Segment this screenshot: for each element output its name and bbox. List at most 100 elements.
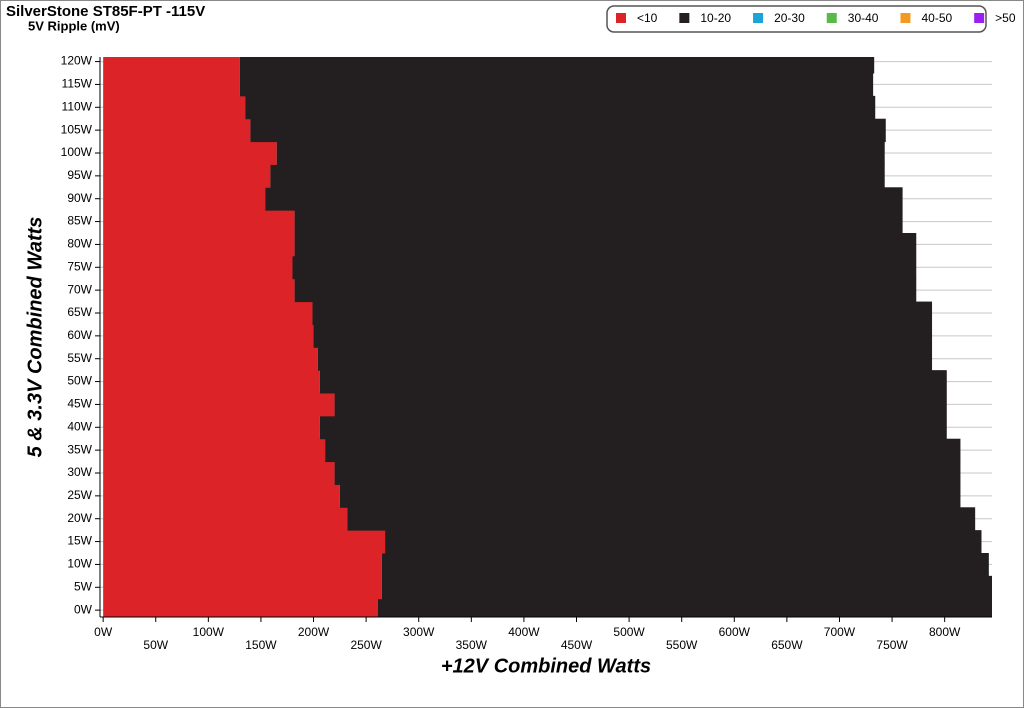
- ripple-segment: [245, 95, 876, 120]
- ripple-segment: [265, 187, 903, 211]
- ripple-segment: [334, 393, 947, 417]
- y-tick-label: 120W: [61, 54, 93, 68]
- axes: 0W 5W 10W 15W 20W 25W 30W 35W 40W 45W 50W 55W 60W 65W…: [61, 54, 992, 652]
- ripple-segment: [385, 530, 982, 554]
- legend-swatch: [753, 13, 764, 23]
- legend-label: 40-50: [921, 11, 952, 25]
- ripple-segment: [103, 507, 348, 531]
- ripple-segment: [103, 187, 266, 211]
- ripple-segment: [103, 73, 240, 97]
- ripple-segment: [334, 461, 961, 485]
- ripple-segment: [103, 415, 320, 440]
- y-axis-label: 5 & 3.3V Combined Watts: [24, 217, 46, 458]
- legend-label: 20-30: [774, 11, 805, 25]
- y-tick-label: 45W: [67, 397, 92, 411]
- y-tick-label: 35W: [67, 442, 92, 456]
- ripple-segment: [319, 370, 947, 394]
- ripple-segment: [292, 255, 917, 280]
- y-tick-label: 115W: [62, 77, 93, 91]
- y-tick-label: 110W: [62, 99, 93, 113]
- ripple-segment: [325, 438, 961, 463]
- ripple-segment: [339, 484, 961, 508]
- chart-title: SilverStone ST85F-PT -115V: [6, 3, 205, 20]
- ripple-segment: [103, 301, 313, 325]
- ripple-segment: [103, 233, 295, 257]
- ripple-segment: [347, 507, 976, 531]
- ripple-segment: [103, 575, 382, 600]
- ripple-segment: [276, 141, 885, 165]
- x-tick-label: 500W: [613, 625, 645, 639]
- ripple-segment: [103, 347, 318, 371]
- ripple-segment: [270, 164, 885, 188]
- ripple-segment: [103, 324, 314, 348]
- legend-label: <10: [637, 11, 658, 25]
- y-tick-label: 50W: [67, 374, 92, 388]
- ripple-segment: [377, 598, 992, 617]
- ripple-segment: [239, 73, 874, 97]
- x-tick-label: 650W: [771, 638, 803, 652]
- ripple-segment: [103, 95, 246, 120]
- ripple-segment: [312, 301, 933, 325]
- legend: <10 10-20 20-30 30-40 40-50 >50: [616, 11, 1016, 25]
- plot-area: [103, 57, 992, 617]
- x-tick-label: 400W: [508, 625, 540, 639]
- x-tick-label: 100W: [193, 625, 225, 639]
- y-tick-label: 70W: [67, 282, 92, 296]
- y-tick-label: 75W: [67, 259, 92, 273]
- ripple-segment: [103, 438, 326, 463]
- y-tick-label: 60W: [67, 328, 92, 342]
- ripple-segment: [103, 461, 335, 485]
- legend-swatch: [679, 13, 690, 23]
- y-tick-label: 55W: [67, 351, 92, 365]
- ripple-segment: [103, 530, 386, 554]
- y-tick-label: 95W: [67, 168, 92, 182]
- legend-box: [606, 5, 987, 33]
- chart-subtitle: 5V Ripple (mV): [28, 18, 120, 33]
- y-tick-label: 25W: [67, 488, 92, 502]
- ripple-segment: [294, 210, 903, 234]
- y-tick-label: 15W: [67, 534, 92, 548]
- ripple-segment: [313, 324, 933, 348]
- legend-swatch: [974, 13, 985, 23]
- y-tick-label: 0W: [74, 602, 93, 616]
- y-tick-label: 20W: [67, 511, 92, 525]
- x-tick-label: 300W: [403, 625, 435, 639]
- ripple-segment: [103, 210, 295, 234]
- y-tick-label: 105W: [61, 122, 93, 136]
- x-tick-label: 50W: [143, 638, 168, 652]
- x-tick-label: 700W: [824, 625, 856, 639]
- ripple-segment: [239, 57, 875, 74]
- x-tick-label: 200W: [298, 625, 330, 639]
- ripple-segment: [294, 233, 917, 257]
- y-tick-label: 40W: [67, 419, 92, 433]
- legend-label: >50: [995, 11, 1016, 25]
- x-tick-label: 800W: [929, 625, 961, 639]
- y-tick-label: 30W: [67, 465, 92, 479]
- x-axis-label: +12V Combined Watts: [441, 655, 651, 677]
- x-tick-label: 600W: [719, 625, 751, 639]
- ripple-segment: [103, 484, 340, 508]
- ripple-segment: [319, 415, 947, 440]
- x-tick-label: 350W: [456, 638, 488, 652]
- y-tick-label: 90W: [67, 191, 92, 205]
- ripple-segment: [250, 118, 886, 143]
- ripple-segment: [294, 278, 917, 303]
- y-tick-label: 5W: [74, 579, 93, 593]
- ripple-segment: [103, 141, 277, 165]
- ripple-segment: [103, 255, 293, 280]
- ripple-segment: [103, 278, 295, 303]
- y-tick-label: 100W: [61, 145, 93, 159]
- ripple-segment: [103, 118, 251, 143]
- y-tick-label: 85W: [67, 214, 92, 228]
- ripple-segment: [103, 57, 240, 74]
- y-tick-label: 10W: [67, 557, 92, 571]
- legend-label: 10-20: [700, 11, 731, 25]
- y-tick-label: 65W: [67, 305, 92, 319]
- legend-swatch: [826, 13, 837, 23]
- x-tick-label: 0W: [94, 625, 113, 639]
- ripple-segment: [317, 347, 933, 371]
- ripple-segment: [103, 598, 378, 617]
- x-tick-label: 450W: [561, 638, 593, 652]
- ripple-segment: [103, 393, 335, 417]
